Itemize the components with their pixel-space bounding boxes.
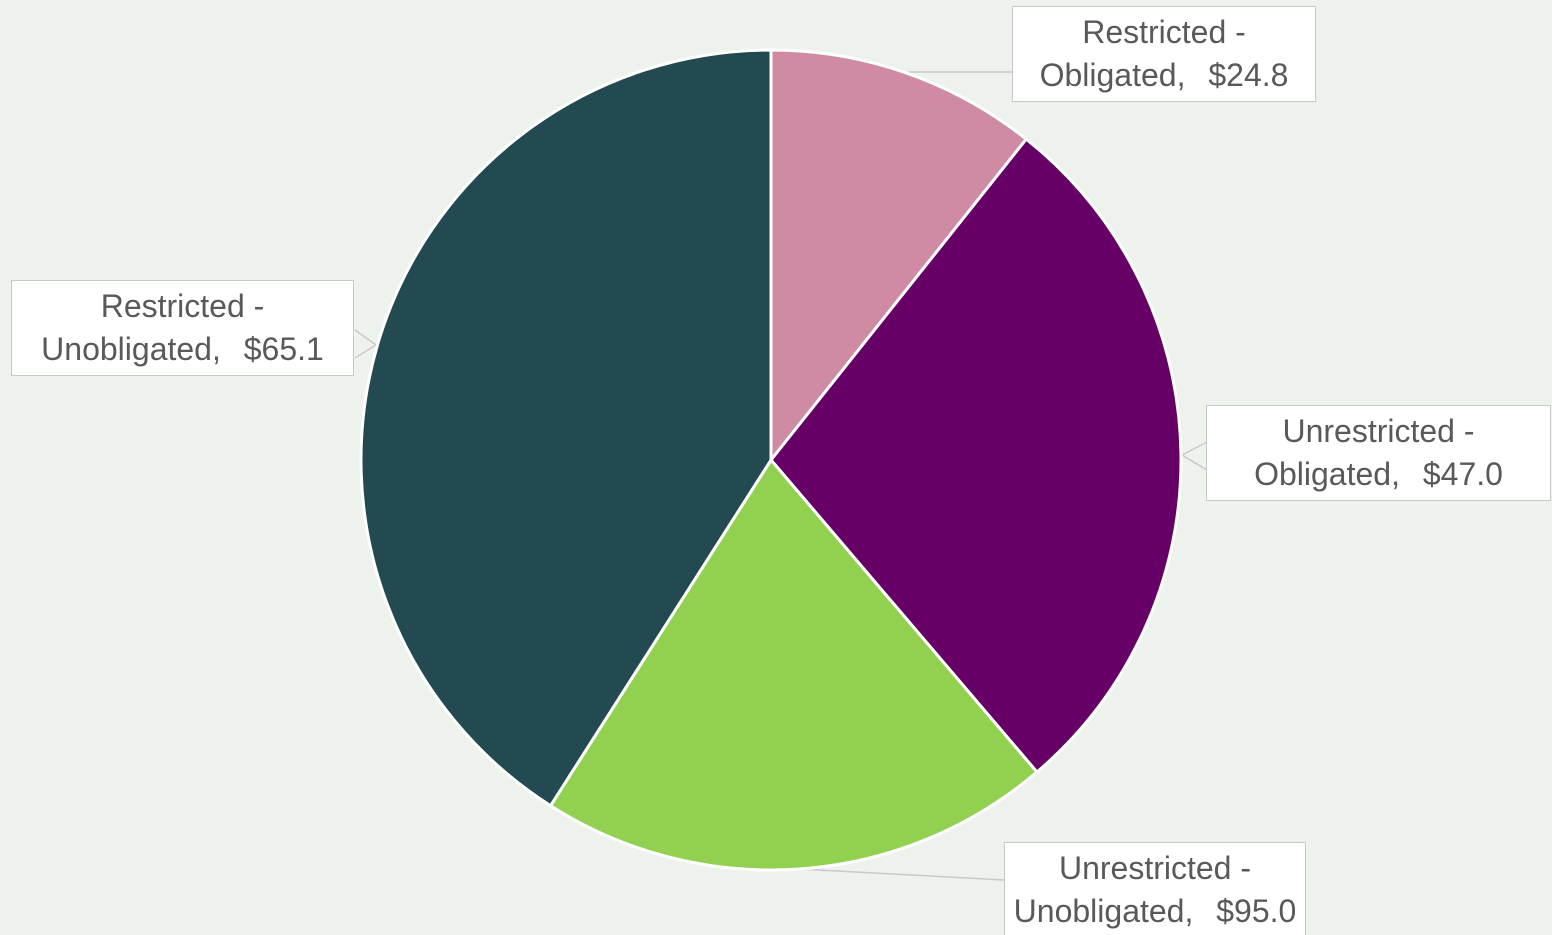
leader-line — [799, 868, 1005, 881]
data-label: Restricted - Unobligated, $65.1 — [11, 280, 354, 376]
category-label: Restricted - Unobligated, — [41, 288, 265, 367]
leader-line — [1180, 441, 1208, 471]
pie-slice — [359, 48, 773, 808]
value-label: $47.0 — [1422, 456, 1503, 492]
data-label: Unrestricted - Unobligated, $95.0 — [1004, 842, 1306, 935]
value-label: $24.8 — [1208, 57, 1289, 93]
category-label: Restricted - Obligated, — [1039, 14, 1246, 93]
value-label: $95.0 — [1216, 893, 1297, 929]
pie-slice — [549, 458, 1039, 872]
data-label: Unrestricted - Obligated, $47.0 — [1206, 405, 1551, 501]
data-label: Restricted - Obligated, $24.8 — [1012, 6, 1316, 102]
value-label: $65.1 — [243, 331, 324, 367]
category-label: Unrestricted - Unobligated, — [1013, 850, 1252, 929]
pie-slice — [769, 137, 1183, 774]
pie-slice — [769, 48, 1028, 462]
category-label: Unrestricted - Obligated, — [1254, 413, 1475, 492]
leader-line — [354, 329, 378, 359]
